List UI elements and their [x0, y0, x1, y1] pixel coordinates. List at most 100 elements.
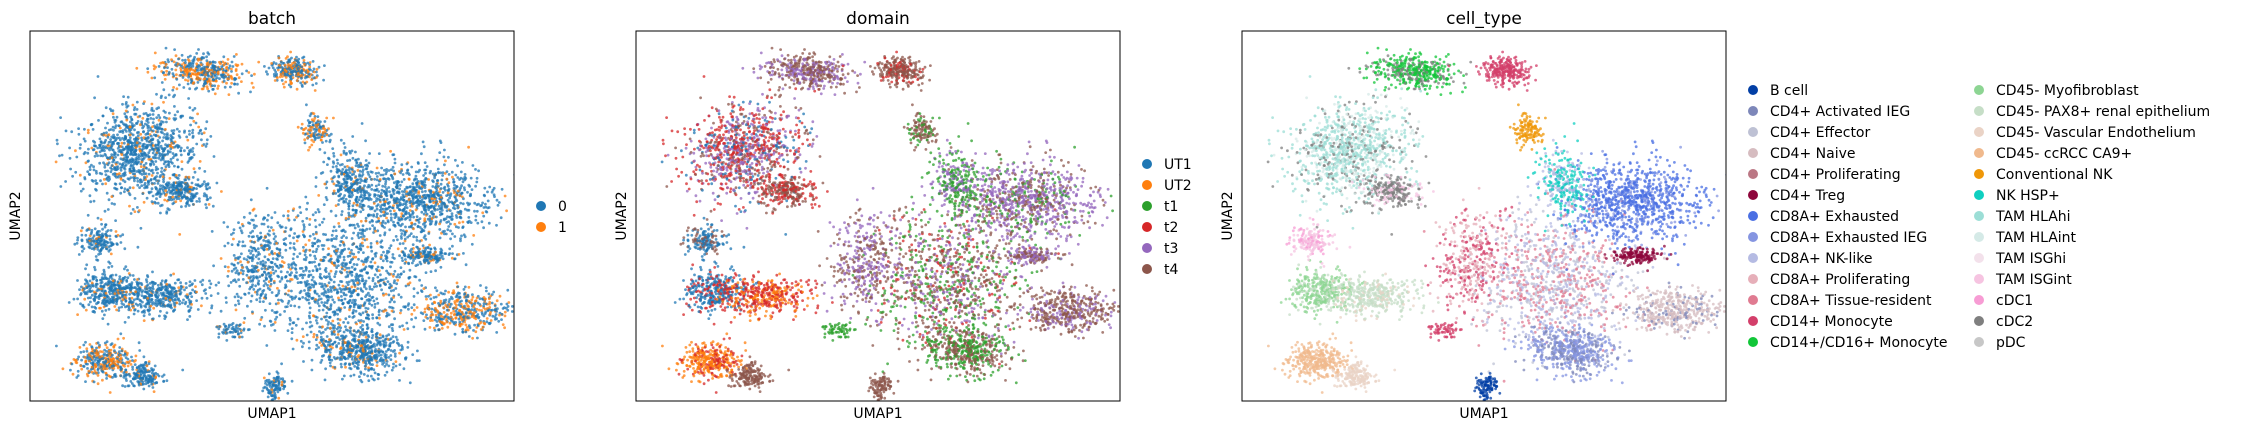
scatter-point [213, 84, 217, 88]
scatter-point [231, 65, 235, 68]
scatter-point [189, 300, 193, 303]
scatter-point [205, 59, 209, 63]
scatter-point [337, 296, 340, 300]
scatter-point [325, 238, 329, 242]
scatter-point [373, 177, 376, 181]
scatter-point [92, 239, 96, 243]
scatter-point [67, 301, 71, 304]
scatter-point [434, 286, 437, 290]
scatter-point [170, 58, 173, 61]
scatter-point [81, 303, 85, 307]
scatter-point [388, 286, 391, 290]
scatter-point [85, 238, 89, 242]
scatter-point [301, 80, 305, 84]
scatter-point [115, 360, 119, 363]
scatter-point [216, 66, 220, 69]
scatter-point [126, 95, 130, 99]
scatter-point [192, 186, 196, 190]
scatter-point [107, 249, 111, 253]
scatter-point [445, 170, 449, 174]
scatter-point [161, 375, 164, 378]
scatter-point [104, 356, 107, 360]
scatter-point [440, 204, 444, 208]
scatter-point [132, 306, 135, 310]
scatter-point [421, 190, 424, 194]
scatter-point [152, 390, 156, 393]
scatter-point [224, 69, 228, 73]
scatter-point [349, 270, 352, 274]
scatter-point [114, 155, 117, 159]
scatter-point [188, 150, 192, 154]
scatter-point [134, 286, 137, 289]
scatter-point [92, 277, 96, 281]
scatter-point [294, 267, 297, 270]
scatter-point [176, 110, 180, 114]
scatter-point [127, 128, 131, 132]
scatter-point [175, 197, 179, 201]
scatter-point [305, 283, 309, 287]
scatter-point [142, 125, 146, 128]
scatter-point [157, 140, 160, 144]
scatter-point [195, 142, 199, 146]
scatter-point [317, 309, 321, 312]
scatter-point [162, 136, 166, 139]
scatter-point [121, 136, 124, 140]
scatter-point [405, 162, 409, 166]
scatter-point [161, 147, 165, 151]
scatter-point [118, 136, 121, 140]
scatter-point [323, 64, 326, 67]
scatter-point [128, 292, 132, 296]
scatter-point [161, 156, 165, 160]
scatter-point [186, 79, 190, 82]
scatter-point [195, 52, 199, 55]
scatter-point [144, 146, 148, 150]
scatter-point [425, 165, 429, 168]
scatter-point [107, 290, 111, 294]
scatter-point [296, 317, 300, 321]
scatter-point [373, 302, 377, 306]
scatter-point [217, 84, 220, 88]
scatter-point [129, 285, 133, 288]
scatter-point [306, 61, 310, 65]
scatter-point [416, 291, 420, 295]
scatter-point [218, 77, 221, 80]
scatter-point [155, 116, 159, 119]
scatter-point [360, 235, 363, 239]
scatter-point [141, 116, 145, 120]
scatter-point [99, 179, 102, 183]
scatter-point [394, 287, 398, 290]
scatter-point [125, 158, 128, 162]
scatter-point [401, 173, 405, 176]
scatter-point [235, 53, 238, 56]
scatter-point [157, 113, 161, 117]
scatter-point [329, 288, 333, 291]
scatter-point [142, 319, 146, 322]
scatter-point [163, 146, 167, 150]
scatter-point [311, 275, 315, 279]
scatter-point [157, 151, 161, 155]
scatter-point [359, 319, 363, 322]
scatter-point [122, 95, 125, 98]
scatter-point [418, 203, 421, 206]
scatter-point [440, 178, 444, 182]
scatter-point [438, 236, 442, 240]
scatter-point [204, 193, 208, 197]
scatter-point [100, 148, 104, 152]
scatter-point [173, 164, 176, 168]
scatter-point [398, 275, 401, 279]
scatter-point [164, 279, 168, 282]
scatter-point [316, 208, 320, 211]
scatter-point [110, 195, 114, 199]
scatter-point [161, 150, 165, 153]
scatter-point [154, 165, 158, 169]
scatter-point [108, 177, 111, 181]
scatter-point [402, 198, 406, 202]
scatter-point [191, 82, 195, 85]
scatter-point [364, 287, 368, 291]
scatter-point [129, 363, 133, 366]
scatter-point [205, 187, 209, 191]
scatter-point [160, 170, 163, 174]
scatter-point [152, 109, 155, 113]
scatter-point [91, 127, 95, 131]
scatter-point [187, 64, 191, 68]
